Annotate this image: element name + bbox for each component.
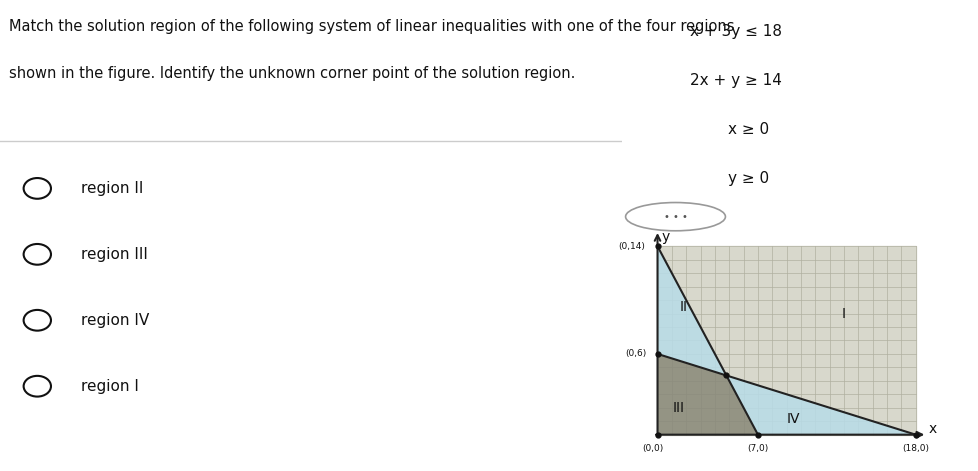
Text: (0,0): (0,0)	[642, 444, 663, 453]
Text: x + 3y ≤ 18: x + 3y ≤ 18	[689, 24, 781, 39]
Text: III: III	[672, 401, 685, 415]
Text: Match the solution region of the following system of linear inequalities with on: Match the solution region of the followi…	[10, 19, 734, 34]
Text: region IV: region IV	[81, 313, 149, 328]
Polygon shape	[657, 354, 757, 435]
Text: 2x + y ≥ 14: 2x + y ≥ 14	[689, 73, 781, 88]
Text: (7,0): (7,0)	[746, 444, 768, 453]
Text: shown in the figure. Identify the unknown corner point of the solution region.: shown in the figure. Identify the unknow…	[10, 66, 575, 81]
Bar	[657, 246, 914, 435]
Text: region III: region III	[81, 247, 148, 262]
Text: (18,0): (18,0)	[902, 444, 928, 453]
Polygon shape	[657, 246, 726, 375]
Polygon shape	[726, 375, 914, 435]
Text: region I: region I	[81, 379, 139, 394]
Text: • • •: • • •	[663, 211, 687, 222]
Text: I: I	[841, 307, 845, 321]
Text: (0,14): (0,14)	[618, 242, 645, 251]
Text: (0,6): (0,6)	[625, 349, 646, 358]
Text: y: y	[661, 230, 669, 244]
Text: x ≥ 0: x ≥ 0	[728, 122, 769, 137]
Text: x: x	[928, 422, 936, 436]
Text: region II: region II	[81, 181, 143, 196]
Text: y ≥ 0: y ≥ 0	[728, 171, 769, 186]
Text: II: II	[679, 300, 687, 314]
Text: IV: IV	[786, 412, 800, 425]
